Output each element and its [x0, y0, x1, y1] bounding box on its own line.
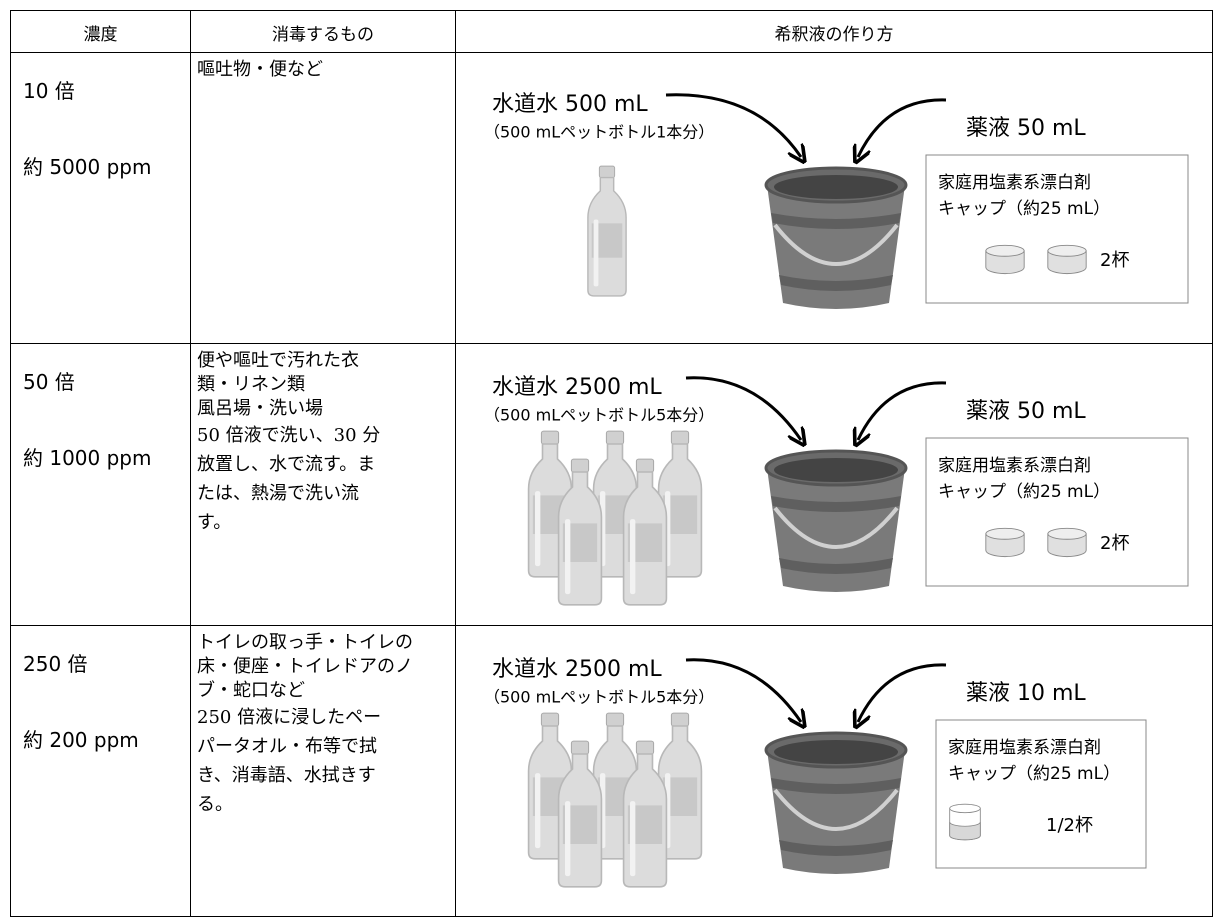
header-cell: 希釈液の作り方 — [455, 10, 1213, 53]
product-box — [935, 719, 1147, 869]
recipe-cell: 水道水 500 mL （500 mLペットボトル1本分） 薬液 50 mL 家庭用塩素… — [455, 52, 1213, 344]
concentration-cell: 50 倍約 1000 ppm — [10, 343, 191, 626]
target-line: 風呂場・洗い場 — [197, 398, 323, 419]
chemical-arrow — [858, 663, 947, 722]
cap-size: キャップ（約25 mL） — [948, 764, 1120, 784]
cap — [1047, 527, 1087, 558]
cap-size: キャップ（約25 mL） — [938, 199, 1110, 219]
water-amount: 水道水 2500 mL — [492, 657, 662, 682]
concentration-cell: 10 倍約 5000 ppm — [10, 52, 191, 344]
product-name: 家庭用塩素系漂白剤 — [938, 173, 1091, 193]
product-name: 家庭用塩素系漂白剤 — [938, 456, 1091, 476]
chemical-arrow — [858, 381, 947, 440]
water-amount: 水道水 2500 mL — [492, 375, 662, 400]
method-line: 250 倍液に浸したペー — [197, 707, 382, 728]
bucket — [764, 166, 908, 311]
product-box — [925, 154, 1189, 304]
cap-count: 2杯 — [1100, 250, 1129, 271]
header-text: 希釈液の作り方 — [774, 25, 894, 45]
water-note: （500 mLペットボトル1本分） — [484, 123, 714, 142]
cap — [1047, 244, 1087, 275]
method-line: 50 倍液で洗い、30 分 — [197, 425, 381, 446]
target-line: 便や嘔吐で汚れた衣 — [197, 350, 359, 371]
dilution: 250 倍 — [23, 652, 88, 676]
water-note: （500 mLペットボトル5本分） — [484, 688, 714, 707]
target-line: 床・便座・トイレドアのノ — [197, 656, 413, 677]
target-cell: トイレの取っ手・トイレの 床・便座・トイレドアのノ ブ・蛇口など 250 倍液に浸した… — [190, 625, 456, 917]
method-line: パータオル・布等で拭 — [197, 736, 377, 757]
chemical-amount: 薬液 50 mL — [966, 399, 1086, 424]
target-line: ブ・蛇口など — [197, 680, 305, 701]
ppm: 約 200 ppm — [23, 728, 139, 752]
recipe-diagram: 水道水 2500 mL （500 mLペットボトル5本分） 薬液 50 mL 家庭用塩… — [484, 375, 1189, 606]
chemical-arrow — [858, 98, 947, 157]
chemical-amount: 薬液 10 mL — [966, 681, 1086, 706]
header-cell: 消毒するもの — [190, 10, 456, 53]
header-text: 消毒するもの — [272, 25, 374, 45]
header-cell: 濃度 — [10, 10, 191, 53]
cap-count: 2杯 — [1100, 533, 1129, 554]
recipe-cell: 水道水 2500 mL （500 mLペットボトル5本分） 薬液 10 mL 家庭用塩… — [455, 625, 1213, 917]
water-arrow — [685, 376, 801, 440]
water-amount: 水道水 500 mL — [492, 92, 648, 117]
recipe-diagram: 水道水 500 mL （500 mLペットボトル1本分） 薬液 50 mL 家庭用塩素… — [484, 92, 1189, 311]
method-line: 放置し、水で流す。ま — [197, 454, 376, 475]
water-arrow — [685, 658, 801, 722]
chemical-amount: 薬液 50 mL — [966, 116, 1086, 141]
cap — [985, 244, 1025, 275]
bucket — [764, 731, 908, 876]
water-arrow — [665, 93, 801, 157]
dilution: 50 倍 — [23, 370, 75, 394]
concentration-cell: 250 倍約 200 ppm — [10, 625, 191, 917]
method-line: たは、熱湯で洗い流 — [197, 483, 359, 504]
bucket — [764, 449, 908, 594]
ppm: 約 5000 ppm — [23, 155, 152, 179]
product-box — [925, 437, 1189, 587]
target-cell: 便や嘔吐で汚れた衣 類・リネン類 風呂場・洗い場 50 倍液で洗い、30 分放置し、水… — [190, 343, 456, 626]
cap-count: 1/2杯 — [1046, 815, 1093, 836]
product-name: 家庭用塩素系漂白剤 — [948, 738, 1101, 758]
bottle — [587, 165, 627, 297]
cap-size: キャップ（約25 mL） — [938, 482, 1110, 502]
cup — [949, 803, 981, 841]
method-line: す。 — [197, 512, 232, 533]
dilution: 10 倍 — [23, 79, 75, 103]
method-line: る。 — [197, 794, 233, 815]
water-note: （500 mLペットボトル5本分） — [484, 406, 714, 425]
ppm: 約 1000 ppm — [23, 446, 152, 470]
recipe-cell: 水道水 2500 mL （500 mLペットボトル5本分） 薬液 50 mL 家庭用塩… — [455, 343, 1213, 626]
target-line: トイレの取っ手・トイレの — [197, 632, 413, 653]
target-line: 類・リネン類 — [197, 374, 305, 395]
recipe-diagram: 水道水 2500 mL （500 mLペットボトル5本分） 薬液 10 mL 家庭用塩… — [484, 657, 1147, 888]
header-text: 濃度 — [83, 25, 118, 45]
target-cell: 嘔吐物・便など — [190, 52, 456, 344]
method-line: き、消毒語、水拭きす — [197, 765, 376, 786]
cap — [985, 527, 1025, 558]
target-line: 嘔吐物・便など — [197, 59, 323, 80]
